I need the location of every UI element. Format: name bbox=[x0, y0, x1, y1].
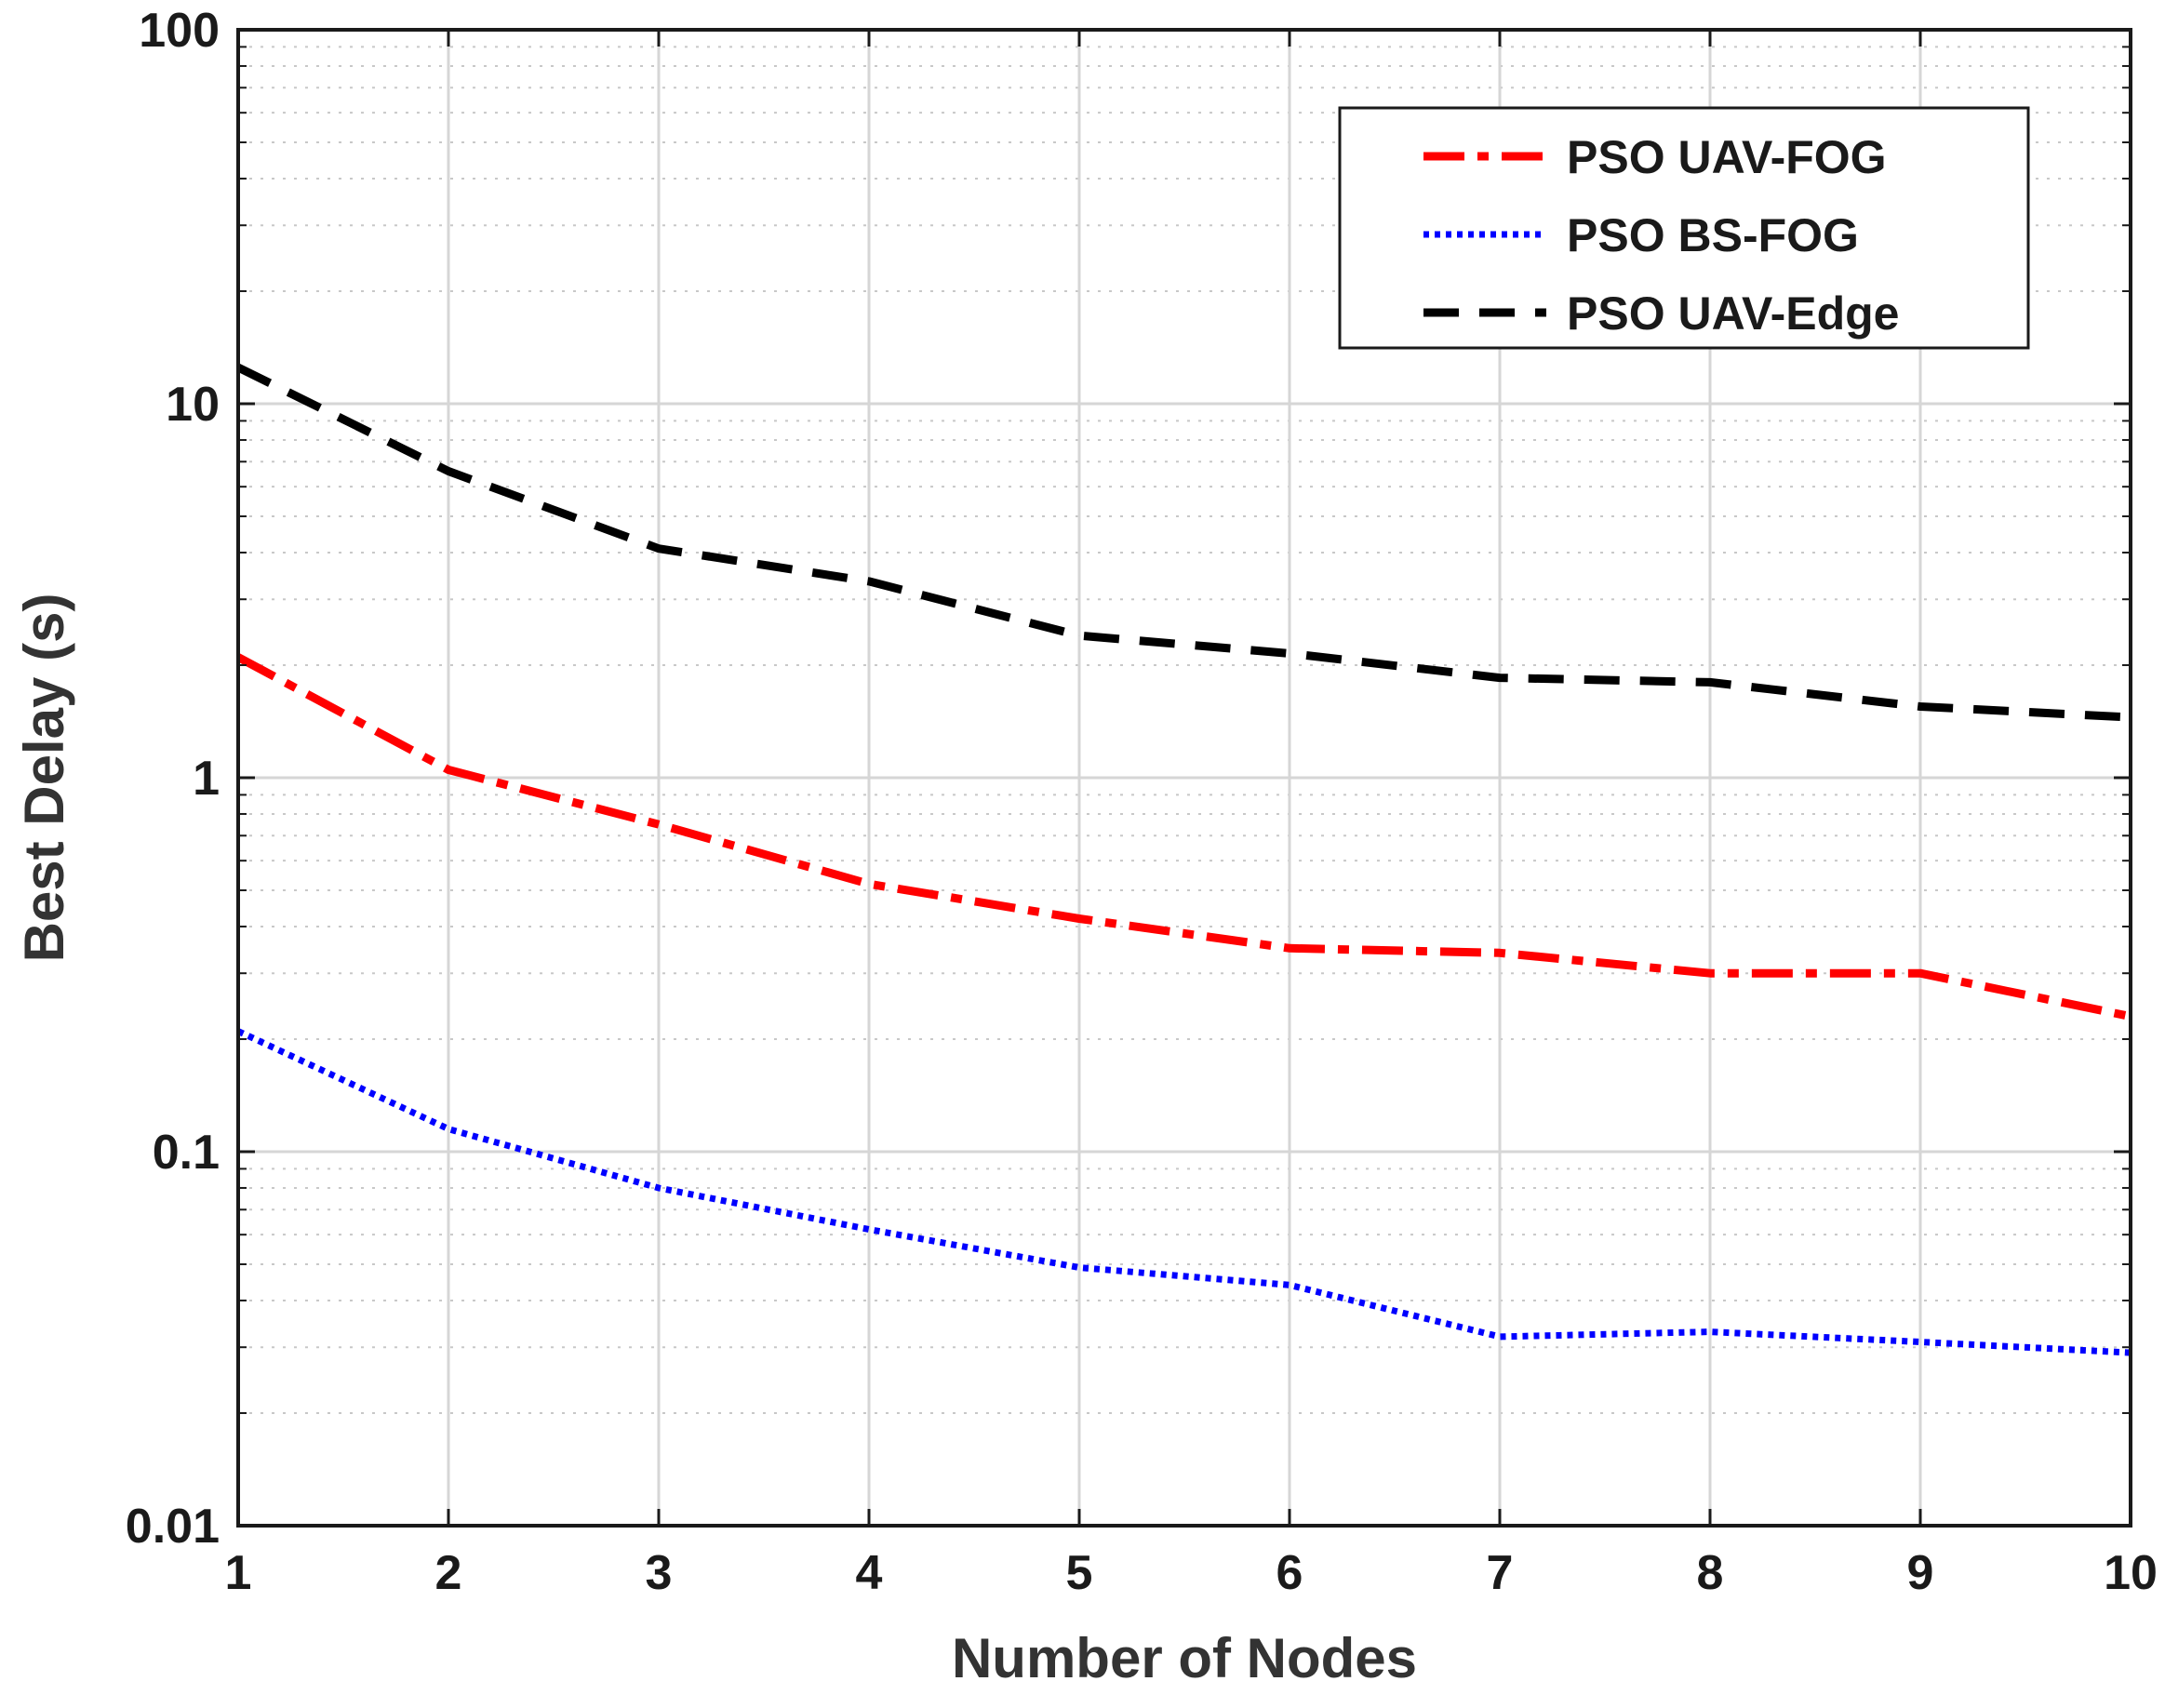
y-tick-label: 10 bbox=[166, 378, 220, 432]
series-line-pso-uav-edge bbox=[236, 363, 2132, 722]
x-tick-label: 6 bbox=[1276, 1546, 1303, 1600]
y-tick-labels: 0.01 0.1 1 10 100 bbox=[126, 4, 220, 1554]
legend-label: PSO BS-FOG bbox=[1567, 209, 1859, 261]
x-tick-label: 3 bbox=[646, 1546, 673, 1600]
x-tick-label: 7 bbox=[1487, 1546, 1514, 1600]
series-layer bbox=[235, 363, 2132, 1356]
series-line-pso-bs-fog bbox=[236, 1028, 2132, 1356]
x-tick-labels: 1 2 3 4 5 6 7 8 9 10 bbox=[225, 1546, 2158, 1600]
legend: PSO UAV-FOG PSO BS-FOG PSO UAV-Edge bbox=[1338, 106, 2030, 350]
x-tick-label: 2 bbox=[435, 1546, 462, 1600]
ticks bbox=[236, 28, 2132, 1528]
x-tick-label: 10 bbox=[2104, 1546, 2158, 1600]
x-tick-label: 4 bbox=[856, 1546, 883, 1600]
y-tick-label: 0.01 bbox=[126, 1500, 220, 1554]
y-axis-label: Best Delay (s) bbox=[13, 594, 75, 963]
x-tick-label: 8 bbox=[1697, 1546, 1724, 1600]
legend-label: PSO UAV-FOG bbox=[1567, 131, 1887, 183]
legend-label: PSO UAV-Edge bbox=[1567, 287, 1899, 340]
y-tick-label: 100 bbox=[139, 4, 220, 58]
legend-box bbox=[1338, 106, 2030, 350]
x-tick-label: 1 bbox=[225, 1546, 252, 1600]
x-axis-label: Number of Nodes bbox=[952, 1627, 1417, 1689]
minor-grid bbox=[238, 46, 2131, 1414]
y-tick-label: 0.1 bbox=[153, 1126, 220, 1180]
x-tick-label: 5 bbox=[1066, 1546, 1093, 1600]
series-line-pso-uav-fog bbox=[235, 653, 2132, 1021]
y-tick-label: 1 bbox=[193, 752, 220, 806]
x-tick-label: 9 bbox=[1907, 1546, 1934, 1600]
